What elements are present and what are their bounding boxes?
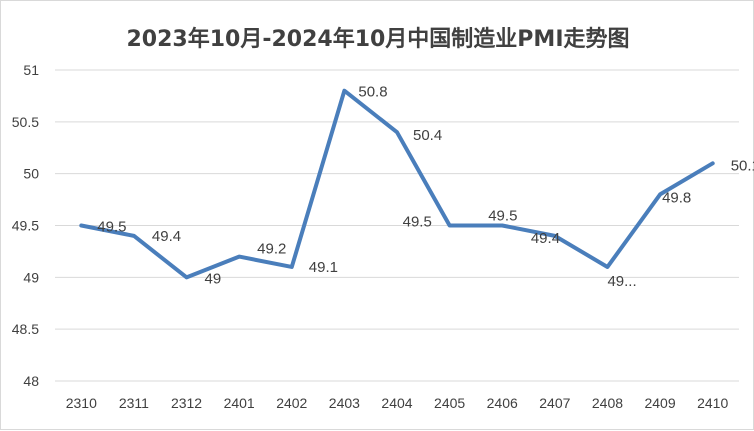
data-label: 49.4 bbox=[152, 228, 181, 245]
data-point bbox=[711, 161, 715, 165]
data-point bbox=[290, 265, 294, 269]
data-label: 49 bbox=[205, 270, 222, 287]
x-axis-ticks: 2310 2311 2312 2401 2402 2403 2404 2405 2406 2407… bbox=[66, 395, 729, 411]
data-label: 49.2 bbox=[257, 241, 286, 258]
data-point bbox=[658, 192, 662, 196]
pmi-series-line bbox=[79, 88, 715, 280]
x-tick-label: 2407 bbox=[539, 395, 570, 411]
x-tick-label: 2401 bbox=[224, 395, 255, 411]
data-label: 49.5 bbox=[97, 219, 126, 236]
y-tick-label: 49 bbox=[23, 269, 39, 285]
x-tick-label: 2403 bbox=[329, 395, 360, 411]
x-tick-label: 2404 bbox=[381, 395, 412, 411]
data-point bbox=[237, 255, 241, 259]
x-tick-label: 2312 bbox=[171, 395, 202, 411]
x-tick-label: 2405 bbox=[434, 395, 465, 411]
data-point bbox=[395, 130, 399, 134]
grid-lines bbox=[55, 69, 739, 382]
data-label: 49.4 bbox=[531, 230, 560, 247]
x-tick-label: 2410 bbox=[697, 395, 728, 411]
series-layer bbox=[79, 88, 715, 280]
x-tick-label: 2406 bbox=[487, 395, 518, 411]
data-point bbox=[79, 224, 83, 227]
x-tick-label: 2310 bbox=[66, 395, 97, 411]
data-label: 50.4 bbox=[413, 127, 442, 144]
data-point bbox=[448, 224, 452, 227]
chart-title: 2023年10月-2024年10月中国制造业PMI走势图 bbox=[126, 26, 629, 52]
data-label: 49.5 bbox=[488, 208, 517, 225]
x-tick-label: 2311 bbox=[119, 395, 149, 411]
y-tick-label: 50.5 bbox=[12, 114, 39, 130]
data-labels: 49.5 49.4 49 49.2 49.1 50.8 50.4 49.5 49.5 49.4 49… bbox=[97, 84, 754, 290]
y-tick-label: 50 bbox=[23, 166, 39, 182]
y-tick-label: 49.5 bbox=[12, 218, 39, 234]
y-tick-label: 48.5 bbox=[12, 321, 39, 337]
data-label: 49.5 bbox=[403, 214, 432, 231]
y-tick-label: 48 bbox=[23, 373, 39, 389]
data-point bbox=[185, 275, 189, 279]
data-label: 50.8 bbox=[358, 84, 387, 101]
x-tick-label: 2409 bbox=[644, 395, 675, 411]
y-axis-ticks: 48 48.5 49 49.5 50 50.5 51 bbox=[12, 62, 39, 389]
data-point bbox=[553, 234, 557, 238]
y-tick-label: 51 bbox=[23, 62, 39, 78]
x-tick-label: 2408 bbox=[592, 395, 623, 411]
data-point bbox=[342, 89, 346, 93]
data-label: 50.1 bbox=[731, 157, 754, 174]
data-label: 49... bbox=[607, 273, 636, 290]
data-point bbox=[500, 224, 504, 227]
x-tick-label: 2402 bbox=[276, 395, 307, 411]
data-label: 49.1 bbox=[309, 259, 338, 276]
data-label: 49.8 bbox=[662, 189, 691, 206]
data-point bbox=[132, 234, 136, 238]
data-point bbox=[605, 265, 609, 269]
